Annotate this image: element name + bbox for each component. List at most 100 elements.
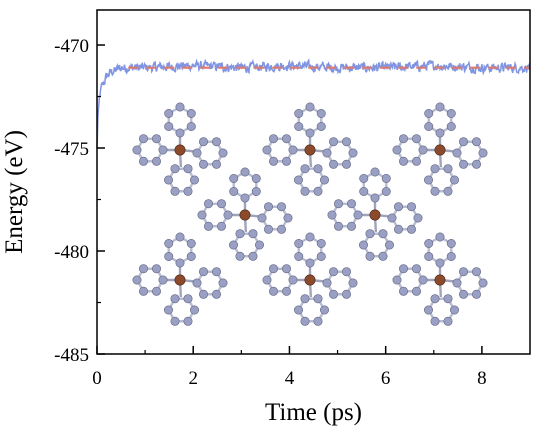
atom bbox=[313, 164, 323, 174]
atom bbox=[370, 193, 380, 203]
atom bbox=[316, 109, 326, 119]
atom bbox=[248, 229, 258, 239]
y-tick-label: -485 bbox=[54, 345, 89, 366]
atom bbox=[443, 316, 453, 326]
atom bbox=[132, 275, 142, 285]
atom bbox=[353, 210, 363, 220]
atom bbox=[411, 264, 421, 274]
atom bbox=[328, 159, 338, 169]
atom bbox=[262, 275, 272, 285]
y-tick-labels: -485 -480 -475 -470 bbox=[54, 36, 89, 366]
atom bbox=[300, 316, 310, 326]
atom bbox=[235, 229, 245, 239]
atom bbox=[478, 148, 488, 158]
atom bbox=[235, 251, 245, 261]
atom bbox=[348, 148, 358, 158]
atom bbox=[313, 316, 323, 326]
atom bbox=[212, 267, 222, 277]
atom bbox=[341, 159, 351, 169]
atom bbox=[452, 278, 462, 288]
atom bbox=[452, 148, 462, 158]
atom bbox=[255, 240, 265, 250]
atom bbox=[446, 122, 456, 132]
atom bbox=[152, 286, 162, 296]
atom bbox=[322, 148, 332, 158]
center-atom bbox=[239, 209, 251, 221]
atom bbox=[288, 275, 298, 285]
atom bbox=[458, 289, 468, 299]
molecule bbox=[392, 102, 488, 196]
atom bbox=[251, 187, 261, 197]
atom bbox=[430, 316, 440, 326]
atom bbox=[381, 174, 391, 184]
atom bbox=[175, 102, 185, 112]
atom bbox=[381, 187, 391, 197]
atom bbox=[313, 294, 323, 304]
atom bbox=[328, 137, 338, 147]
atom bbox=[313, 186, 323, 196]
atom bbox=[281, 134, 291, 144]
atom bbox=[164, 305, 174, 315]
atom bbox=[294, 239, 304, 249]
atom bbox=[186, 109, 196, 119]
atom bbox=[449, 175, 459, 185]
atom bbox=[411, 156, 421, 166]
atom bbox=[199, 289, 209, 299]
atom bbox=[217, 221, 227, 231]
atom bbox=[435, 258, 445, 268]
molecule-lattice-icon bbox=[132, 102, 488, 326]
atom bbox=[346, 199, 356, 209]
atom bbox=[411, 134, 421, 144]
atom bbox=[212, 159, 222, 169]
atom bbox=[240, 193, 250, 203]
atom bbox=[132, 145, 142, 155]
atom bbox=[186, 239, 196, 249]
atom bbox=[319, 175, 329, 185]
atom bbox=[387, 213, 397, 223]
atom bbox=[392, 275, 402, 285]
atom bbox=[223, 210, 233, 220]
center-atom bbox=[174, 274, 186, 286]
atom bbox=[446, 239, 456, 249]
atom bbox=[164, 252, 174, 262]
atom bbox=[423, 175, 433, 185]
atom bbox=[218, 148, 228, 158]
atom bbox=[478, 278, 488, 288]
molecule bbox=[392, 232, 488, 326]
atom bbox=[218, 278, 228, 288]
y-tick-label: -475 bbox=[54, 139, 89, 160]
atom bbox=[229, 187, 239, 197]
atom bbox=[471, 137, 481, 147]
atom bbox=[164, 175, 174, 185]
atom bbox=[158, 145, 168, 155]
atom bbox=[398, 286, 408, 296]
atom bbox=[418, 275, 428, 285]
atom bbox=[268, 156, 278, 166]
atom bbox=[446, 252, 456, 262]
atom bbox=[305, 102, 315, 112]
atom bbox=[170, 294, 180, 304]
atom bbox=[164, 239, 174, 249]
atom bbox=[458, 159, 468, 169]
atom bbox=[190, 175, 200, 185]
atom bbox=[341, 267, 351, 277]
atom bbox=[170, 316, 180, 326]
atom bbox=[139, 286, 149, 296]
atom bbox=[423, 305, 433, 315]
atom bbox=[164, 109, 174, 119]
atom bbox=[294, 252, 304, 262]
atom bbox=[430, 294, 440, 304]
center-atom bbox=[304, 144, 316, 156]
atom bbox=[398, 156, 408, 166]
atom bbox=[204, 221, 214, 231]
atom bbox=[378, 229, 388, 239]
atom bbox=[305, 128, 315, 138]
series-layer bbox=[96, 58, 531, 149]
atom bbox=[212, 137, 222, 147]
atom bbox=[406, 224, 416, 234]
atom bbox=[251, 174, 261, 184]
atom bbox=[398, 264, 408, 274]
atom bbox=[398, 134, 408, 144]
atom bbox=[406, 202, 416, 212]
atom bbox=[197, 210, 207, 220]
